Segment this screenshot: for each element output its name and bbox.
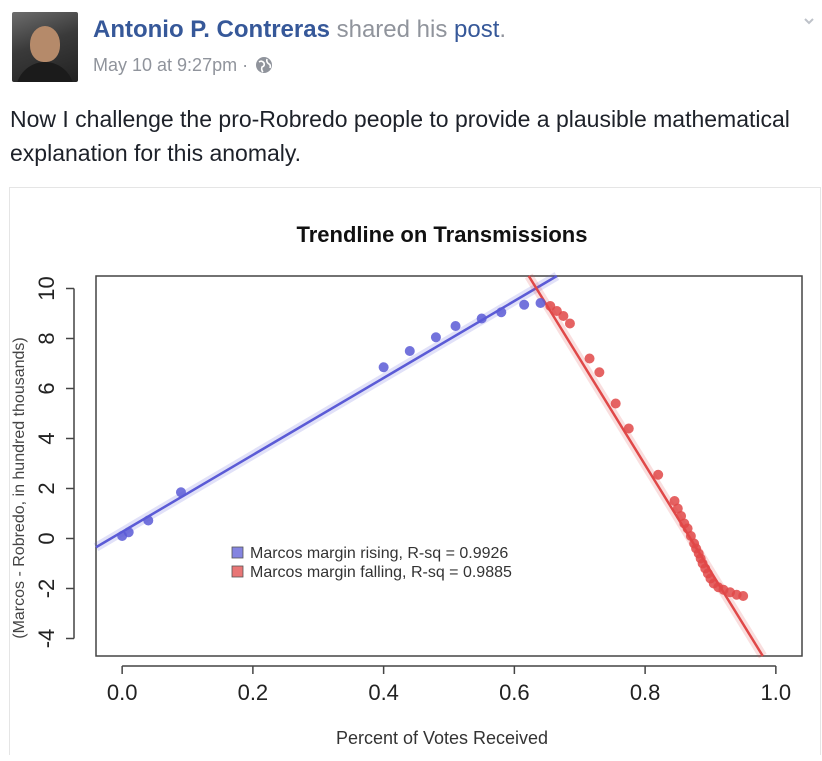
post-link[interactable]: post (454, 16, 500, 43)
author-line: Antonio P. Contreras shared his post. (93, 16, 506, 44)
y-tick-label: 8 (34, 332, 59, 344)
data-point (519, 299, 530, 310)
legend: Marcos margin rising, R-sq = 0.9926 Marco… (231, 545, 512, 581)
post-meta: May 10 at 9:27pm · (93, 55, 273, 76)
avatar-face (30, 26, 60, 62)
x-tick-label: 0.0 (107, 680, 138, 705)
data-point (378, 362, 389, 373)
y-axis: -4 -2 0 2 4 6 8 10 (34, 276, 75, 649)
data-points (117, 298, 749, 601)
y-tick-label: -2 (34, 579, 59, 599)
x-tick-label: 0.4 (368, 680, 399, 705)
y-tick-label: 10 (34, 276, 59, 300)
data-point (123, 527, 134, 538)
avatar-shoulders (16, 62, 74, 82)
data-point (623, 423, 634, 434)
data-point (558, 311, 569, 321)
trendlines (93, 272, 767, 659)
data-point (450, 321, 461, 331)
data-point (584, 353, 595, 364)
post-header: Antonio P. Contreras shared his post. Ma… (0, 0, 822, 90)
data-point (653, 469, 664, 480)
x-tick-label: 1.0 (761, 680, 792, 705)
chart-image[interactable]: Trendline on Transmissions -4 -2 0 2 4 6 8 10 0… (9, 187, 821, 755)
globe-icon[interactable] (255, 56, 273, 74)
chevron-down-icon[interactable] (802, 14, 816, 28)
data-point (672, 503, 683, 514)
y-tick-label: 4 (34, 432, 59, 444)
plot-frame (95, 275, 803, 657)
data-point (564, 318, 575, 329)
shared-text: shared his (336, 16, 448, 43)
avatar[interactable] (12, 12, 78, 82)
y-tick-label: 6 (34, 382, 59, 394)
legend-label: Marcos margin rising, R-sq = 0.9926 (250, 545, 508, 562)
y-tick-label: 2 (34, 482, 59, 494)
data-point (594, 367, 605, 378)
legend-swatch (231, 546, 244, 559)
trendline-chart: Trendline on Transmissions -4 -2 0 2 4 6 8 10 0… (11, 222, 803, 748)
trend-line (95, 274, 558, 549)
data-point (404, 346, 415, 356)
y-axis-label: (Marcos - Robredo, in hundred thousands) (11, 337, 28, 639)
x-axis: 0.0 0.2 0.4 0.6 0.8 1.0 (107, 665, 792, 705)
data-point (669, 496, 680, 506)
x-tick-label: 0.2 (238, 680, 269, 705)
data-point (476, 313, 487, 324)
period: . (499, 16, 507, 43)
x-tick-label: 0.8 (630, 680, 661, 705)
data-point (535, 298, 546, 308)
y-tick-label: 0 (34, 532, 59, 544)
data-point (685, 531, 696, 541)
data-point (430, 332, 441, 343)
x-tick-label: 0.6 (499, 680, 530, 705)
author-name[interactable]: Antonio P. Contreras (93, 16, 330, 43)
legend-label: Marcos margin falling, R-sq = 0.9885 (250, 564, 512, 581)
post-text: Now I challenge the pro-Robredo people t… (10, 106, 790, 166)
legend-swatch (231, 565, 244, 578)
post-timestamp[interactable]: May 10 at 9:27pm (93, 55, 238, 75)
data-point (496, 307, 507, 318)
y-tick-label: -4 (34, 629, 59, 649)
data-point (175, 487, 186, 498)
meta-separator: · (242, 55, 249, 75)
trend-line (527, 275, 764, 657)
x-axis-label: Percent of Votes Received (336, 728, 548, 748)
data-point (738, 591, 749, 601)
chart-title: Trendline on Transmissions (297, 222, 588, 247)
data-point (143, 515, 154, 526)
data-point (682, 523, 693, 534)
data-point (610, 398, 621, 409)
data-point (676, 511, 687, 521)
